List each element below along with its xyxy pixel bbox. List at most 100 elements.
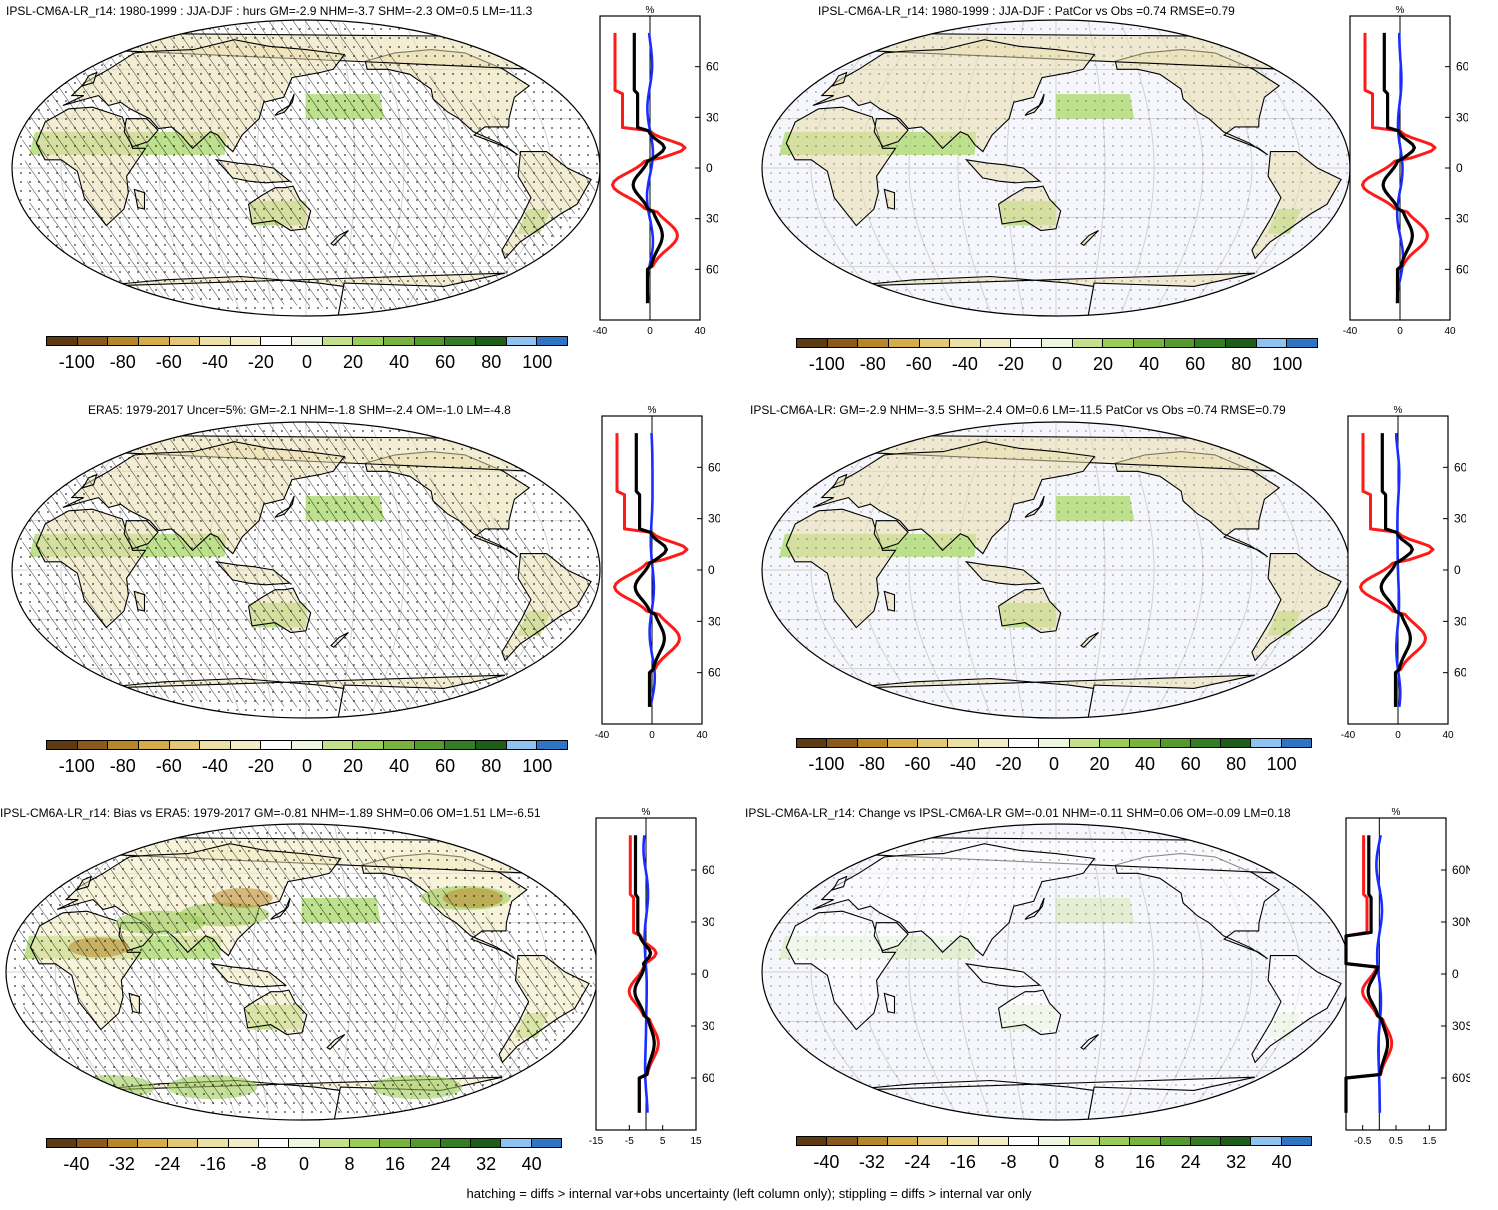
lat-tick-label: 60N <box>1456 60 1468 74</box>
colorbar-tick-label: -60 <box>905 354 932 374</box>
colorbar-tick-label: 16 <box>385 1154 406 1174</box>
colorbar-tick-label: -20 <box>995 754 1022 774</box>
colorbar-swatch <box>501 1139 532 1147</box>
world-map <box>11 421 601 719</box>
x-tick-label: -40 <box>1341 730 1356 741</box>
colorbar-swatch <box>107 1139 138 1147</box>
profile-unit-label: % <box>1396 5 1405 16</box>
colorbar-tick-label: 24 <box>1180 1152 1201 1172</box>
profile-black <box>633 433 668 707</box>
colorbar-swatch <box>1281 739 1312 747</box>
colorbar-swatch <box>200 741 231 749</box>
profile-black <box>1344 835 1390 1113</box>
colorbar-swatch <box>506 741 538 749</box>
x-tick-label: 40 <box>1442 730 1454 741</box>
panel-4-colorbar <box>796 738 1312 748</box>
colorbar-tick-label: 40 <box>521 1154 542 1174</box>
colorbar-swatch <box>169 741 201 749</box>
lat-tick-label: 0 <box>1456 161 1463 175</box>
panel-1-map <box>10 18 602 318</box>
colorbar-tick-label: 100 <box>1266 754 1297 774</box>
colorbar-swatch <box>292 337 323 345</box>
colorbar-swatch <box>353 741 385 749</box>
world-map <box>11 19 601 317</box>
colorbar-swatch <box>77 741 109 749</box>
colorbar-swatch <box>857 1137 888 1145</box>
panel-1-colorbar <box>46 336 568 346</box>
panel-1-colorbar-labels: -100 -80 -60 -40 -20 0 20 40 60 80 100 <box>46 352 568 374</box>
colorbar-tick-label: -8 <box>1000 1152 1017 1172</box>
x-tick-label: -40 <box>593 326 608 337</box>
panel-6-colorbar <box>796 1136 1312 1146</box>
lat-tick-label: 30S <box>702 1019 714 1033</box>
colorbar-swatch <box>261 741 293 749</box>
profile-red <box>611 32 687 304</box>
colorbar-swatch <box>322 741 354 749</box>
colorbar-swatch <box>47 741 78 749</box>
colorbar-swatch <box>1190 739 1222 747</box>
panel-5-title: IPSL-CM6A-LR_r14: Bias vs ERA5: 1979-201… <box>0 806 541 820</box>
lat-tick-label: 60S <box>1454 666 1466 680</box>
colorbar-tick-label: 0 <box>298 1154 310 1174</box>
colorbar-swatch <box>1072 339 1104 347</box>
x-tick-label: 40 <box>696 730 708 741</box>
lat-tick-label: 30N <box>706 110 718 124</box>
panel-4-zonal-profile: % 60N 30N 0 30S 60S -40 0 40 <box>1336 404 1476 748</box>
lat-tick-label: 30S <box>1456 212 1468 226</box>
colorbar-swatch <box>380 1139 411 1147</box>
panel-3-zonal-profile: % 60N 30N 0 30S 60S -40 0 40 <box>590 404 730 748</box>
lat-tick-label: 60N <box>702 863 714 877</box>
profile-unit-label: % <box>646 5 655 16</box>
colorbar-swatch <box>948 739 979 747</box>
colorbar-swatch <box>292 741 323 749</box>
colorbar-tick-label: 8 <box>1094 1152 1105 1172</box>
lat-tick-label: 60S <box>708 666 720 680</box>
colorbar-swatch <box>827 739 858 747</box>
lat-tick-label: 30S <box>1454 614 1466 628</box>
x-tick-label: 0 <box>1397 326 1403 337</box>
colorbar-tick-label: -20 <box>247 756 274 776</box>
colorbar-swatch <box>1130 739 1161 747</box>
colorbar-tick-label: 32 <box>1226 1152 1247 1172</box>
hatching <box>12 422 600 718</box>
colorbar-swatch <box>1195 339 1226 347</box>
colorbar-tick-label: -100 <box>808 354 845 374</box>
profile-black <box>1379 433 1414 707</box>
colorbar-tick-label: 40 <box>1139 354 1160 374</box>
colorbar-swatch <box>47 1139 78 1147</box>
colorbar-tick-label: -40 <box>949 754 976 774</box>
colorbar-tick-label: -16 <box>199 1154 226 1174</box>
profile-red <box>1359 433 1435 707</box>
profile-unit-label: % <box>642 807 651 818</box>
colorbar-swatch <box>47 337 78 345</box>
colorbar-tick-label: 80 <box>1226 754 1247 774</box>
colorbar-swatch <box>471 1139 502 1147</box>
colorbar-tick-label: 100 <box>522 756 553 776</box>
colorbar-tick-label: 80 <box>481 756 502 776</box>
colorbar-swatch <box>1225 339 1257 347</box>
colorbar-swatch <box>77 337 109 345</box>
colorbar-swatch <box>950 339 981 347</box>
lat-tick-label: 0 <box>708 563 715 577</box>
x-tick-label: 0.5 <box>1389 1136 1403 1147</box>
profile-red <box>613 433 689 707</box>
colorbar-swatch <box>1256 339 1288 347</box>
colorbar-tick-label: 40 <box>389 756 410 776</box>
x-tick-label: -15 <box>589 1136 604 1147</box>
colorbar-swatch <box>77 1139 108 1147</box>
colorbar-swatch <box>108 337 139 345</box>
lat-tick-label: 0 <box>706 161 713 175</box>
x-tick-label: 0 <box>647 326 653 337</box>
colorbar-swatch <box>537 337 567 345</box>
colorbar-tick-label: 0 <box>1051 354 1063 374</box>
colorbar-swatch <box>978 1137 1010 1145</box>
colorbar-tick-label: 100 <box>1272 354 1303 374</box>
stippling <box>762 20 1350 316</box>
colorbar-tick-label: 20 <box>1089 754 1110 774</box>
profile-black <box>633 835 656 1113</box>
colorbar-tick-label: 80 <box>1231 354 1252 374</box>
panel-1-title: IPSL-CM6A-LR_r14: 1980-1999 : JJA-DJF : … <box>6 4 533 18</box>
colorbar-swatch <box>414 741 446 749</box>
colorbar-swatch <box>228 1139 260 1147</box>
hatching <box>12 20 600 316</box>
